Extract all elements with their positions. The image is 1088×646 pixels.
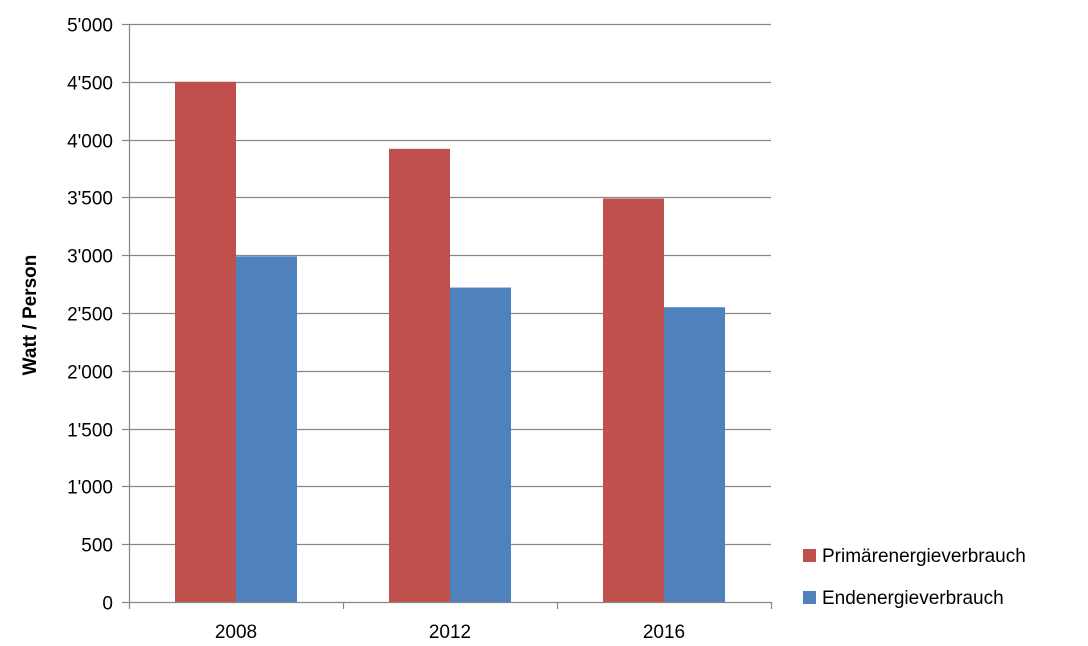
bar-endenergie-2012 xyxy=(450,287,511,602)
bar-endenergie-2008 xyxy=(236,256,297,602)
legend-swatch xyxy=(803,591,816,604)
y-tick-label: 3'000 xyxy=(67,247,113,268)
y-tick-label: 4'000 xyxy=(67,132,113,153)
axes xyxy=(122,23,773,609)
x-tick-label: 2016 xyxy=(643,622,685,643)
y-axis-tick-labels: 0 500 1'000 1'500 2'000 2'500 3'000 3'500 4'000 4… xyxy=(67,16,113,615)
y-tick-label: 5'000 xyxy=(67,16,113,37)
bar-primaerenergie-2016 xyxy=(603,198,664,602)
y-tick-label: 0 xyxy=(102,594,113,615)
bars xyxy=(175,81,725,603)
x-tick-label: 2012 xyxy=(429,622,471,643)
y-tick-label: 4'500 xyxy=(67,74,113,95)
y-axis-title: Watt / Person xyxy=(20,255,41,376)
y-tick-label: 3'500 xyxy=(67,189,113,210)
legend-label: Endenergieverbrauch xyxy=(822,588,1004,609)
legend: Primärenergieverbrauch Endenergieverbrauc… xyxy=(803,546,1026,609)
bar-primaerenergie-2008 xyxy=(175,81,236,603)
legend-swatch xyxy=(803,549,816,562)
legend-label: Primärenergieverbrauch xyxy=(822,546,1026,567)
y-tick-label: 1'000 xyxy=(67,478,113,499)
y-tick-label: 500 xyxy=(81,536,113,557)
y-tick-label: 2'000 xyxy=(67,363,113,384)
x-tick-label: 2008 xyxy=(215,622,257,643)
bar-primaerenergie-2012 xyxy=(389,148,450,602)
bar-endenergie-2016 xyxy=(664,307,725,602)
y-tick-label: 1'500 xyxy=(67,421,113,442)
y-tick-label: 2'500 xyxy=(67,305,113,326)
x-axis-tick-labels: 2008 2012 2016 xyxy=(215,622,685,643)
